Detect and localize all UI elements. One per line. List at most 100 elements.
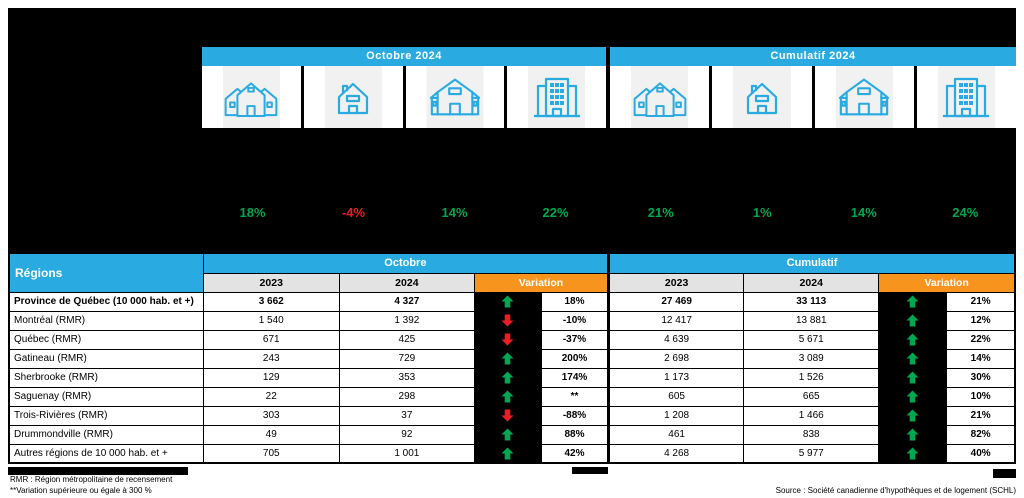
table-row: Montréal (RMR) 1 540 1 392 -10% 12 417 1… xyxy=(8,310,1016,331)
oct-variation-percent: 42% xyxy=(540,443,610,464)
oct-variation-percent: -37% xyxy=(540,329,610,350)
regions-header: Régions xyxy=(8,252,204,293)
arrow-up-icon xyxy=(501,428,514,441)
cum-variation-percent: 12% xyxy=(946,310,1016,331)
oct-variation-arrow-cell xyxy=(473,348,542,369)
cum-2023-value: 1 208 xyxy=(607,405,745,426)
oct-2023-value: 705 xyxy=(202,443,340,464)
cum-2024-header: 2024 xyxy=(743,272,880,293)
oct-2024-value: 425 xyxy=(338,329,475,350)
cum-2023-value: 27 469 xyxy=(607,291,745,312)
oct-variation-arrow-cell xyxy=(473,424,542,445)
oct-variation-percent: ** xyxy=(540,386,610,407)
oct-2023-value: 243 xyxy=(202,348,340,369)
cum-variation-arrow-cell xyxy=(878,424,948,445)
stat-value: 14% xyxy=(850,205,877,220)
stat-value: 21% xyxy=(647,205,674,220)
cum-variation-arrow-cell xyxy=(878,348,948,369)
row-house-icon xyxy=(838,78,890,116)
cum-2023-header: 2023 xyxy=(607,272,745,293)
arrow-up-icon xyxy=(906,447,919,460)
cum-2023-value: 1 173 xyxy=(607,367,745,388)
arrow-up-icon xyxy=(906,409,919,422)
cum-variation-percent: 30% xyxy=(946,367,1016,388)
cum-2024-value: 838 xyxy=(743,424,880,445)
top-summary-band: Octobre 2024 Cumulatif 2024 xyxy=(8,8,1016,252)
stat-value: -4% xyxy=(341,205,366,220)
oct-variation-arrow-cell xyxy=(473,329,542,350)
arrow-up-icon xyxy=(906,371,919,384)
october-section-header: Octobre 2024 xyxy=(202,47,606,66)
arrow-up-icon xyxy=(501,371,514,384)
region-name: Sherbrooke (RMR) xyxy=(8,367,204,388)
region-name: Québec (RMR) xyxy=(8,329,204,350)
cum-variation-arrow-cell xyxy=(878,443,948,464)
oct-2024-value: 353 xyxy=(338,367,475,388)
cum-2024-value: 665 xyxy=(743,386,880,407)
cum-2023-value: 4 268 xyxy=(607,443,745,464)
apartment-building-icon xyxy=(943,77,990,118)
cumulative-variation-percents: 21% 1% 14% 24% xyxy=(610,202,1016,224)
oct-variation-header: Variation xyxy=(473,272,610,293)
footnote-variation: **Variation supérieure ou égale à 300 % xyxy=(10,486,152,495)
oct-variation-percent: -88% xyxy=(540,405,610,426)
arrow-down-icon xyxy=(501,314,514,327)
table-row: Saguenay (RMR) 22 298 ** 605 665 10% xyxy=(8,386,1016,407)
cum-2023-value: 12 417 xyxy=(607,310,745,331)
arrow-up-icon xyxy=(906,295,919,308)
table-row: Québec (RMR) 671 425 -37% 4 639 5 671 22… xyxy=(8,329,1016,350)
oct-variation-arrow-cell xyxy=(473,386,542,407)
table-row: Autres régions de 10 000 hab. et + 705 1… xyxy=(8,443,1016,464)
region-name: Gatineau (RMR) xyxy=(8,348,204,369)
cumulative-section-header: Cumulatif 2024 xyxy=(610,47,1016,66)
cum-2024-value: 1 466 xyxy=(743,405,880,426)
stat-value: 14% xyxy=(441,205,468,220)
cum-variation-arrow-cell xyxy=(878,405,948,426)
row-house-icon xyxy=(429,78,481,116)
table-row: Drummondville (RMR) 49 92 88% 461 838 82… xyxy=(8,424,1016,445)
oct-2024-value: 4 327 xyxy=(338,291,475,312)
region-name: Montréal (RMR) xyxy=(8,310,204,331)
table-subheader-row: 2023 2024 Variation 2023 2024 Variation xyxy=(9,272,1016,293)
cum-2024-value: 5 977 xyxy=(743,443,880,464)
houses-cluster-icon xyxy=(633,82,686,118)
cum-2023-value: 605 xyxy=(607,386,745,407)
stat-value: 22% xyxy=(542,205,569,220)
oct-variation-arrow-cell xyxy=(473,405,542,426)
table-row: Gatineau (RMR) 243 729 200% 2 698 3 089 … xyxy=(8,348,1016,369)
cum-variation-percent: 21% xyxy=(946,405,1016,426)
oct-2024-header: 2024 xyxy=(338,272,475,293)
card-row-house xyxy=(814,66,914,128)
oct-2023-value: 671 xyxy=(202,329,340,350)
cum-variation-percent: 22% xyxy=(946,329,1016,350)
oct-2024-value: 37 xyxy=(338,405,475,426)
cum-variation-arrow-cell xyxy=(878,291,948,312)
card-single-house xyxy=(303,66,403,128)
table-row: Province de Québec (10 000 hab. et +) 3 … xyxy=(8,291,1016,312)
cum-variation-arrow-cell xyxy=(878,386,948,407)
oct-variation-arrow-cell xyxy=(473,310,542,331)
cum-variation-percent: 14% xyxy=(946,348,1016,369)
card-row-house xyxy=(405,66,505,128)
cum-2023-value: 4 639 xyxy=(607,329,745,350)
bottom-black-strip-right xyxy=(993,469,1016,478)
october-variation-percents: 18% -4% 14% 22% xyxy=(202,202,606,224)
oct-2024-value: 1 001 xyxy=(338,443,475,464)
region-name: Province de Québec (10 000 hab. et +) xyxy=(8,291,204,312)
region-name: Saguenay (RMR) xyxy=(8,386,204,407)
stat-value: 1% xyxy=(752,205,772,220)
october-dwelling-cards xyxy=(202,66,606,128)
single-house-icon xyxy=(338,82,369,115)
cum-variation-percent: 40% xyxy=(946,443,1016,464)
cum-variation-percent: 10% xyxy=(946,386,1016,407)
arrow-down-icon xyxy=(501,409,514,422)
card-single-house xyxy=(712,66,812,128)
oct-variation-arrow-cell xyxy=(473,291,542,312)
arrow-up-icon xyxy=(501,447,514,460)
oct-variation-percent: 88% xyxy=(540,424,610,445)
arrow-up-icon xyxy=(906,428,919,441)
stat-value: 24% xyxy=(952,205,979,220)
arrow-up-icon xyxy=(906,390,919,403)
oct-variation-percent: 174% xyxy=(540,367,610,388)
arrow-down-icon xyxy=(501,333,514,346)
